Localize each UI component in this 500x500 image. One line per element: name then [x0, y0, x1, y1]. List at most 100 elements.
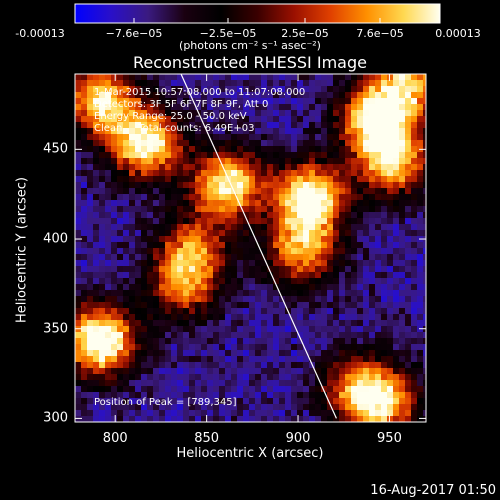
heatmap-cell	[123, 230, 129, 236]
heatmap-cell	[303, 206, 309, 212]
heatmap-cell	[183, 152, 189, 158]
heatmap-cell	[165, 392, 171, 398]
heatmap-cell	[159, 80, 165, 86]
heatmap-cell	[273, 194, 279, 200]
heatmap-cell	[189, 398, 195, 404]
heatmap-cell	[153, 122, 159, 128]
heatmap-cell	[93, 254, 99, 260]
heatmap-cell	[423, 404, 426, 410]
heatmap-cell	[285, 122, 291, 128]
heatmap-cell	[291, 272, 297, 278]
heatmap-cell	[423, 398, 426, 404]
heatmap-cell	[351, 338, 357, 344]
heatmap-cell	[279, 128, 285, 134]
heatmap-cell	[327, 74, 333, 80]
heatmap-cell	[183, 248, 189, 254]
heatmap-cell	[153, 194, 159, 200]
heatmap-cell	[99, 152, 105, 158]
heatmap-cell	[213, 92, 219, 98]
heatmap-cell	[285, 344, 291, 350]
heatmap-cell	[405, 116, 411, 122]
heatmap-cell	[99, 404, 105, 410]
heatmap-cell	[285, 152, 291, 158]
heatmap-cell	[333, 302, 339, 308]
heatmap-cell	[237, 308, 243, 314]
heatmap-cell	[375, 338, 381, 344]
heatmap-cell	[177, 260, 183, 266]
heatmap-cell	[225, 392, 231, 398]
heatmap-cell	[249, 248, 255, 254]
heatmap-cell	[189, 392, 195, 398]
heatmap-cell	[141, 230, 147, 236]
heatmap-cell	[243, 260, 249, 266]
heatmap-cell	[159, 218, 165, 224]
heatmap-cell	[183, 182, 189, 188]
heatmap-cell	[171, 362, 177, 368]
heatmap-cell	[87, 278, 93, 284]
heatmap-cell	[279, 344, 285, 350]
heatmap-cell	[255, 140, 261, 146]
colorbar-tick-label: -0.00013	[15, 27, 65, 40]
heatmap-cell	[237, 194, 243, 200]
heatmap-cell	[237, 326, 243, 332]
heatmap-cell	[225, 80, 231, 86]
heatmap-cell	[225, 404, 231, 410]
heatmap-cell	[309, 392, 315, 398]
heatmap-cell	[177, 182, 183, 188]
heatmap-cell	[279, 212, 285, 218]
heatmap-cell	[201, 242, 207, 248]
heatmap-cell	[411, 290, 417, 296]
heatmap-cell	[183, 356, 189, 362]
heatmap-cell	[159, 146, 165, 152]
heatmap-cell	[237, 218, 243, 224]
heatmap-cell	[183, 284, 189, 290]
heatmap-cell	[387, 74, 393, 80]
heatmap-cell	[153, 284, 159, 290]
heatmap-cell	[243, 224, 249, 230]
heatmap-cell	[207, 152, 213, 158]
heatmap-cell	[99, 284, 105, 290]
heatmap-cell	[99, 122, 105, 128]
heatmap-cell	[75, 164, 81, 170]
heatmap-cell	[261, 332, 267, 338]
heatmap-cell	[393, 146, 399, 152]
heatmap-cell	[321, 266, 327, 272]
heatmap-cell	[333, 206, 339, 212]
heatmap-cell	[81, 230, 87, 236]
heatmap-cell	[237, 350, 243, 356]
heatmap-cell	[315, 272, 321, 278]
heatmap-cell	[279, 374, 285, 380]
heatmap-cell	[99, 158, 105, 164]
heatmap-cell	[99, 104, 105, 110]
heatmap-cell	[93, 410, 99, 416]
heatmap-cell	[423, 86, 426, 92]
heatmap-cell	[177, 302, 183, 308]
heatmap-cell	[399, 230, 405, 236]
heatmap-cell	[321, 344, 327, 350]
heatmap-cell	[333, 326, 339, 332]
heatmap-cell	[333, 104, 339, 110]
heatmap-cell	[147, 416, 153, 422]
heatmap-cell	[267, 218, 273, 224]
heatmap-cell	[225, 236, 231, 242]
heatmap-cell	[261, 98, 267, 104]
heatmap-cell	[207, 356, 213, 362]
heatmap-cell	[189, 80, 195, 86]
heatmap-cell	[279, 368, 285, 374]
heatmap-cell	[243, 392, 249, 398]
heatmap-cell	[357, 206, 363, 212]
heatmap-cell	[393, 260, 399, 266]
heatmap-cell	[135, 380, 141, 386]
heatmap-cell	[357, 308, 363, 314]
x-tick-label: 850	[194, 431, 220, 446]
heatmap-cell	[123, 338, 129, 344]
heatmap-cell	[213, 290, 219, 296]
heatmap-cell	[195, 254, 201, 260]
heatmap-cell	[99, 176, 105, 182]
heatmap-cell	[111, 326, 117, 332]
heatmap-cell	[261, 224, 267, 230]
heatmap-cell	[375, 152, 381, 158]
heatmap-cell	[363, 146, 369, 152]
heatmap-cell	[291, 350, 297, 356]
heatmap-cell	[219, 104, 225, 110]
